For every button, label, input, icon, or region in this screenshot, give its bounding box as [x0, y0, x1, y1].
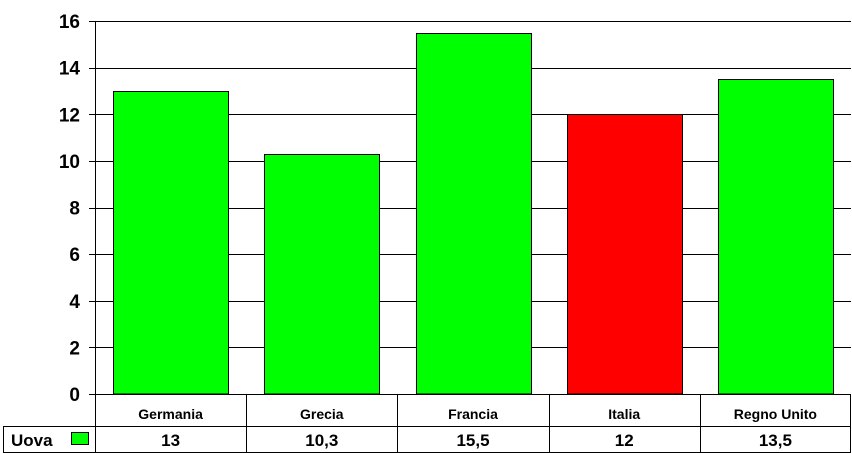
category-label: Germania: [138, 406, 203, 422]
axes: [95, 21, 851, 452]
y-tick-label: 12: [59, 105, 80, 126]
y-tick-label: 10: [59, 152, 80, 173]
y-tick-label: 14: [59, 59, 81, 80]
value-label: 12: [615, 431, 634, 450]
legend-swatch: [71, 432, 89, 445]
legend-label: Uova: [11, 431, 53, 450]
data-table: Germania 13 Grecia 10,3 Francia 15,5 Italia 12 R…: [3, 394, 851, 453]
y-tick-label: 8: [69, 199, 80, 220]
y-axis-ticks: 0 2 4 6 8 10 12 14 16: [59, 12, 95, 406]
bar-italia: [567, 114, 683, 395]
y-tick-label: 0: [69, 385, 80, 406]
y-tick-label: 2: [69, 338, 80, 359]
bars: [113, 33, 834, 395]
value-label: 13,5: [759, 431, 792, 450]
bar-grecia: [264, 154, 380, 395]
value-label: 13: [161, 431, 180, 450]
category-label: Francia: [448, 406, 498, 422]
category-label: Regno Unito: [734, 406, 817, 422]
value-label: 15,5: [456, 431, 489, 450]
category-label: Italia: [608, 406, 640, 422]
y-tick-label: 6: [69, 245, 80, 266]
value-label: 10,3: [305, 431, 338, 450]
bar-germania: [113, 91, 229, 395]
category-label: Grecia: [300, 406, 344, 422]
y-tick-label: 16: [59, 12, 80, 33]
bar-francia: [416, 33, 532, 395]
bar-regno-unito: [718, 79, 834, 395]
y-tick-label: 4: [69, 292, 80, 313]
